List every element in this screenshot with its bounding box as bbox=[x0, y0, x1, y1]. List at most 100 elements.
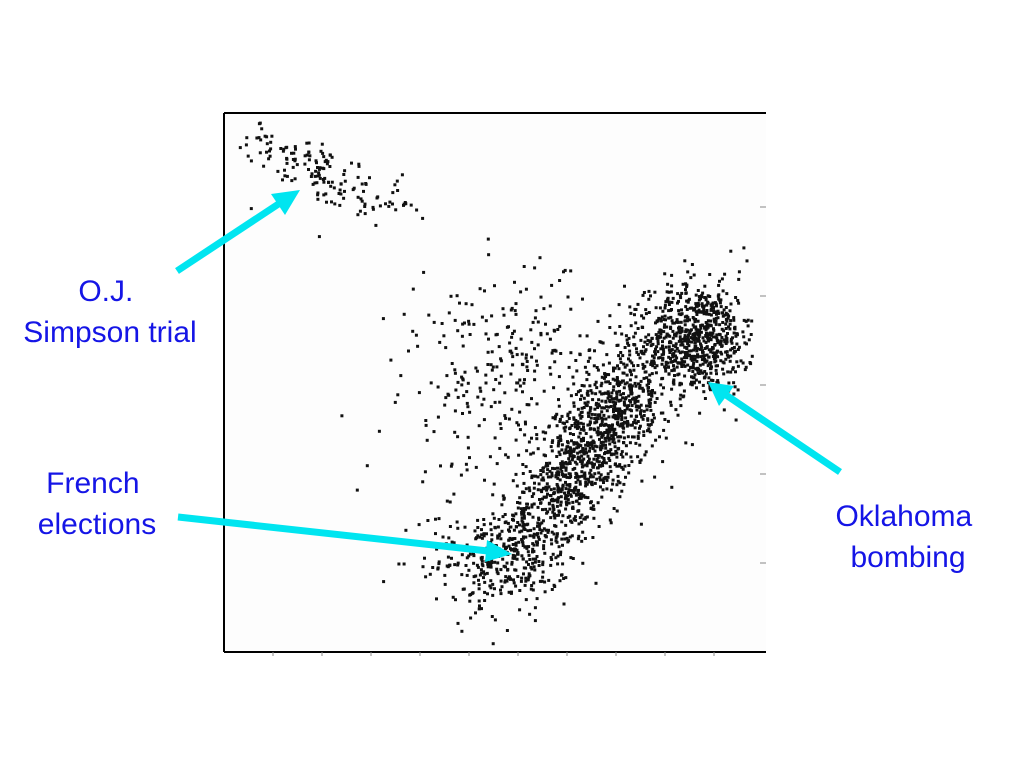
data-point bbox=[719, 298, 723, 302]
data-point bbox=[558, 420, 562, 423]
data-point bbox=[736, 299, 740, 302]
data-point bbox=[562, 602, 566, 606]
data-point bbox=[541, 430, 545, 434]
data-point bbox=[516, 381, 520, 385]
data-point bbox=[649, 408, 653, 412]
data-point bbox=[618, 389, 621, 393]
data-point bbox=[536, 505, 540, 509]
data-point bbox=[588, 441, 591, 445]
data-point bbox=[506, 568, 510, 572]
data-point bbox=[258, 151, 262, 155]
data-point bbox=[326, 160, 330, 164]
data-point bbox=[647, 289, 651, 293]
data-point bbox=[513, 556, 516, 560]
data-point bbox=[316, 193, 320, 197]
data-point bbox=[595, 420, 599, 424]
data-point bbox=[742, 246, 746, 250]
data-point bbox=[450, 540, 454, 544]
data-point bbox=[729, 354, 733, 358]
data-point bbox=[396, 189, 400, 192]
data-point bbox=[559, 352, 563, 355]
data-point bbox=[568, 432, 572, 436]
data-point bbox=[704, 372, 708, 376]
data-point bbox=[520, 352, 524, 356]
data-point bbox=[621, 467, 625, 471]
data-point bbox=[584, 484, 588, 488]
data-point bbox=[639, 522, 643, 526]
data-point bbox=[371, 207, 375, 211]
data-point bbox=[600, 446, 604, 450]
data-point bbox=[569, 519, 572, 523]
data-point bbox=[550, 588, 554, 591]
data-point bbox=[486, 565, 490, 569]
data-point bbox=[700, 293, 704, 297]
data-point bbox=[436, 385, 440, 389]
data-point bbox=[281, 149, 285, 153]
data-point bbox=[679, 320, 683, 324]
data-point bbox=[493, 560, 497, 564]
data-point bbox=[595, 445, 599, 449]
data-point bbox=[391, 202, 394, 206]
data-point bbox=[749, 333, 753, 336]
data-point bbox=[621, 455, 625, 459]
data-point bbox=[518, 428, 522, 432]
data-point bbox=[633, 381, 637, 385]
data-point bbox=[724, 327, 728, 330]
data-point bbox=[536, 475, 540, 479]
data-point bbox=[603, 391, 607, 395]
data-point bbox=[641, 388, 645, 392]
data-point bbox=[662, 325, 666, 329]
data-point bbox=[664, 318, 667, 322]
data-point bbox=[564, 496, 568, 499]
data-point bbox=[591, 536, 595, 539]
data-point bbox=[618, 424, 622, 428]
data-point bbox=[643, 349, 647, 353]
data-point bbox=[664, 363, 668, 367]
data-point bbox=[624, 416, 628, 420]
data-point bbox=[580, 406, 584, 410]
data-point bbox=[711, 331, 715, 335]
data-point bbox=[598, 437, 601, 441]
data-point bbox=[612, 407, 615, 411]
data-point bbox=[480, 571, 484, 575]
data-point bbox=[559, 464, 563, 468]
data-point bbox=[488, 584, 492, 588]
data-point bbox=[463, 321, 466, 325]
data-point bbox=[561, 543, 564, 547]
data-point bbox=[505, 561, 509, 565]
data-point bbox=[324, 158, 328, 162]
data-point bbox=[452, 541, 456, 545]
data-point bbox=[541, 563, 545, 567]
data-point bbox=[567, 417, 571, 420]
data-point bbox=[504, 520, 508, 524]
data-point bbox=[574, 475, 578, 479]
data-point bbox=[514, 388, 518, 392]
data-point bbox=[604, 375, 607, 379]
data-point bbox=[556, 497, 560, 501]
data-point bbox=[466, 435, 470, 439]
data-point bbox=[571, 500, 575, 504]
data-point bbox=[578, 431, 582, 435]
data-point bbox=[649, 363, 653, 366]
data-point bbox=[719, 350, 723, 354]
data-point bbox=[453, 563, 457, 567]
data-point bbox=[728, 327, 732, 331]
data-point bbox=[519, 337, 523, 341]
data-point bbox=[671, 329, 675, 333]
data-point bbox=[532, 581, 536, 585]
data-point bbox=[566, 414, 570, 418]
data-point bbox=[750, 319, 754, 323]
data-point bbox=[679, 296, 683, 300]
data-point bbox=[629, 311, 633, 315]
data-point bbox=[490, 314, 494, 318]
data-point bbox=[670, 319, 674, 323]
data-point bbox=[604, 439, 608, 443]
data-point bbox=[656, 350, 660, 354]
data-point bbox=[422, 270, 426, 274]
data-point bbox=[601, 488, 605, 492]
data-point bbox=[717, 283, 721, 287]
data-point bbox=[308, 154, 312, 158]
data-point bbox=[677, 299, 680, 303]
data-point bbox=[323, 176, 327, 180]
data-point bbox=[356, 213, 360, 217]
